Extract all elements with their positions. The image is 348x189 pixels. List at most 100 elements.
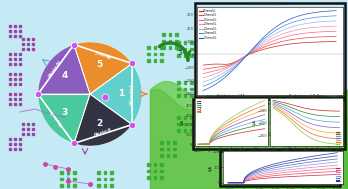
Bar [19, 93, 21, 95]
Bar [173, 154, 176, 157]
Text: 3: 3 [62, 108, 68, 117]
Bar [60, 177, 63, 180]
Text: 4: 4 [62, 71, 68, 80]
Text: Hpytz-III: Hpytz-III [48, 60, 63, 78]
Bar [160, 148, 163, 150]
Bar [19, 30, 21, 32]
X-axis label: E/mV: E/mV [265, 102, 274, 106]
Bar [175, 40, 178, 43]
Title: Reduction of H₂O₂: Reduction of H₂O₂ [252, 2, 287, 6]
Polygon shape [74, 94, 132, 146]
Bar [27, 48, 29, 50]
Bar [183, 129, 187, 132]
Bar [190, 88, 193, 91]
Bar [160, 176, 163, 179]
Bar [14, 143, 16, 145]
Polygon shape [90, 64, 142, 125]
Bar [110, 184, 113, 187]
Bar [177, 88, 180, 91]
Bar [32, 123, 34, 125]
Bar [160, 170, 163, 172]
Bar [60, 184, 63, 187]
Bar [177, 54, 180, 57]
Bar [168, 46, 172, 49]
Bar [110, 177, 113, 180]
Legend: 1, 2, 3, 4, 5, 6, 7: 1, 2, 3, 4, 5, 6, 7 [196, 99, 203, 114]
Bar [160, 59, 163, 62]
Bar [177, 116, 180, 119]
Bar [27, 123, 29, 125]
Bar [153, 59, 157, 62]
Bar [160, 141, 163, 144]
Bar [9, 143, 11, 145]
Bar [19, 73, 21, 75]
Bar [167, 141, 169, 144]
Y-axis label: I/μA: I/μA [180, 47, 183, 54]
Bar [153, 53, 157, 55]
Bar [183, 88, 187, 91]
Bar [160, 46, 163, 49]
Bar [162, 33, 165, 36]
Bar [97, 184, 100, 187]
Bar [104, 184, 106, 187]
Polygon shape [74, 42, 132, 94]
Bar [183, 54, 187, 57]
Bar [27, 38, 29, 40]
Bar [9, 138, 11, 140]
Bar [177, 94, 180, 97]
Bar [110, 171, 113, 174]
Bar [183, 41, 187, 44]
Bar [32, 128, 34, 130]
Bar [22, 123, 24, 125]
Bar [175, 46, 178, 49]
Legend: 0.5mmol/L, 1.0mmol/L, 1.5mmol/L, 2.0mmol/L, 2.5mmol/L, 3.0mmol/L, 3.5mmol/L: 0.5mmol/L, 1.0mmol/L, 1.5mmol/L, 2.0mmol… [198, 8, 218, 41]
Bar [66, 184, 70, 187]
Bar [175, 33, 178, 36]
Y-axis label: I/μA: I/μA [253, 119, 256, 125]
Bar [147, 59, 150, 62]
Bar [167, 148, 169, 150]
Bar [9, 93, 11, 95]
Bar [27, 43, 29, 45]
Bar [173, 148, 176, 150]
Bar [9, 73, 11, 75]
Bar [9, 148, 11, 150]
Bar [190, 129, 193, 132]
Bar [153, 46, 157, 49]
Bar [190, 94, 193, 97]
Polygon shape [38, 94, 90, 143]
Bar [19, 78, 21, 80]
Bar [19, 25, 21, 27]
Bar [147, 176, 150, 179]
Bar [183, 122, 187, 125]
X-axis label: E/mV: E/mV [302, 154, 310, 158]
Bar [183, 116, 187, 119]
Bar [14, 25, 16, 27]
Bar [9, 83, 11, 85]
Bar [177, 48, 180, 50]
Bar [190, 41, 193, 44]
Bar [32, 48, 34, 50]
Bar [19, 103, 21, 105]
Bar [160, 163, 163, 166]
Bar [14, 93, 16, 95]
Bar [22, 128, 24, 130]
Text: H2-pytz-I: H2-pytz-I [129, 83, 134, 105]
Bar [160, 154, 163, 157]
Bar [9, 35, 11, 37]
Bar [22, 43, 24, 45]
Bar [9, 30, 11, 32]
Bar [183, 48, 187, 50]
Text: Hpytz-II: Hpytz-II [50, 109, 64, 126]
Bar [14, 35, 16, 37]
Bar [190, 116, 193, 119]
Bar [22, 48, 24, 50]
Y-axis label: I/μA: I/μA [181, 119, 185, 125]
Bar [177, 41, 180, 44]
Legend: 1, 2, 3, 4, 5, 6, 7, 8: 1, 2, 3, 4, 5, 6, 7, 8 [335, 167, 342, 183]
Bar [160, 53, 163, 55]
Bar [190, 54, 193, 57]
Bar [177, 129, 180, 132]
Bar [73, 184, 76, 187]
Bar [173, 141, 176, 144]
